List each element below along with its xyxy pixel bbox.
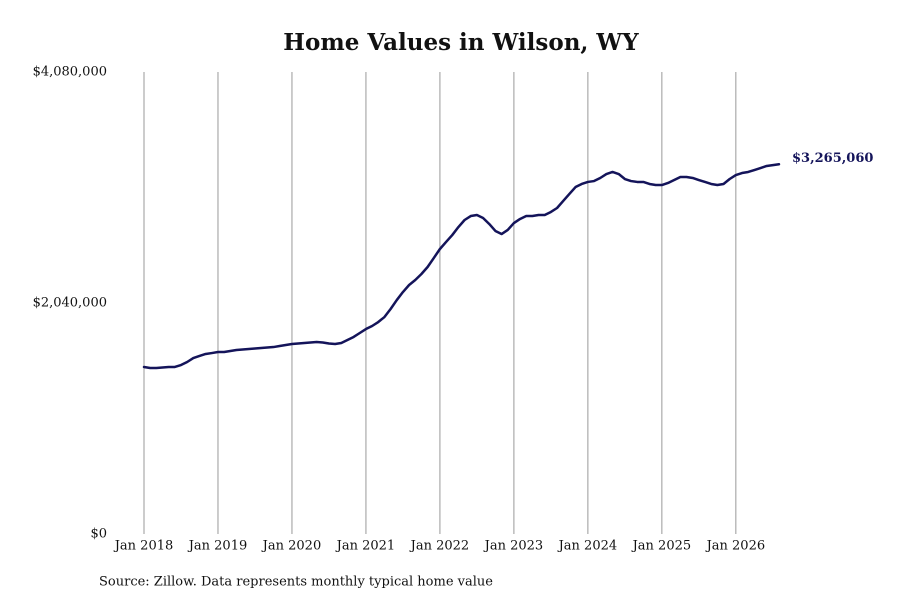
y-tick-label: $4,080,000 bbox=[33, 65, 107, 80]
x-tick-label: Jan 2022 bbox=[409, 539, 470, 554]
y-tick-label: $0 bbox=[90, 527, 107, 542]
x-tick-label: Jan 2020 bbox=[261, 539, 322, 554]
value-label: $3,265,060 bbox=[792, 151, 873, 166]
source-note: Source: Zillow. Data represents monthly … bbox=[99, 575, 493, 590]
x-tick-label: Jan 2023 bbox=[483, 539, 544, 554]
x-tick-label: Jan 2026 bbox=[705, 539, 766, 554]
x-tick-label: Jan 2019 bbox=[187, 539, 248, 554]
y-tick-label: $2,040,000 bbox=[33, 296, 107, 311]
chart-title: Home Values in Wilson, WY bbox=[283, 29, 639, 56]
x-tick-label: Jan 2018 bbox=[113, 539, 174, 554]
x-tick-label: Jan 2025 bbox=[631, 539, 692, 554]
line bbox=[142, 163, 781, 370]
x-tick-label: Jan 2024 bbox=[557, 539, 618, 554]
x-tick-label: Jan 2021 bbox=[335, 539, 396, 554]
